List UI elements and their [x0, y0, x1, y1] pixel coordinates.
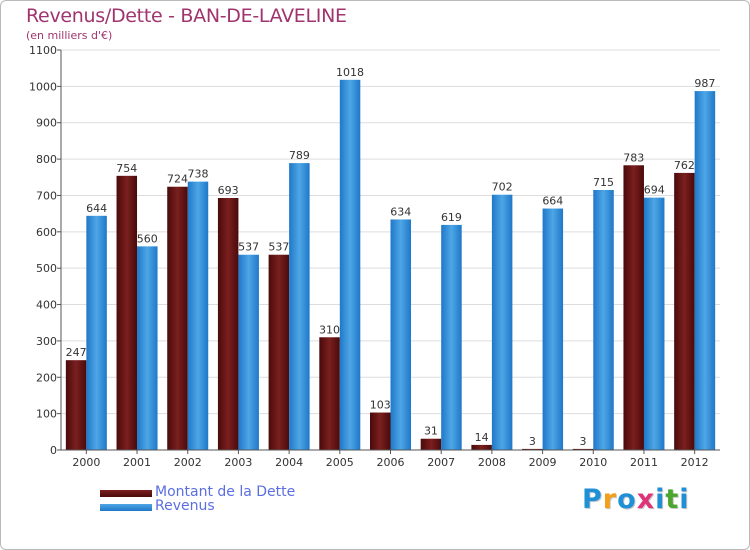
x-tick-label: 2008 — [478, 456, 506, 469]
bar-debt — [268, 254, 290, 450]
y-tick-label: 0 — [50, 444, 57, 457]
logo-letter: o — [617, 484, 637, 515]
bar-revenue — [238, 254, 259, 450]
bar-debt — [623, 165, 644, 451]
data-label-debt: 724 — [167, 173, 188, 186]
data-label-debt: 103 — [370, 399, 391, 412]
data-label-revenue: 1018 — [336, 66, 364, 79]
y-tick-label: 300 — [36, 335, 57, 348]
data-label-revenue: 644 — [86, 202, 107, 215]
data-label-debt: 693 — [218, 184, 239, 197]
y-tick-label: 100 — [36, 408, 57, 421]
logo-letter: r — [602, 484, 618, 515]
x-tick-label: 2011 — [630, 456, 658, 469]
x-tick-label: 2005 — [326, 456, 354, 469]
data-label-debt: 3 — [529, 435, 536, 448]
y-tick-label: 900 — [36, 117, 57, 130]
x-tick-label: 2007 — [427, 456, 455, 469]
bar-debt — [116, 175, 138, 450]
bar-revenue — [86, 215, 107, 450]
data-label-debt: 31 — [424, 425, 438, 438]
x-tick-label: 2010 — [579, 456, 607, 469]
bar-revenue — [542, 208, 564, 450]
data-label-revenue: 619 — [441, 211, 462, 224]
y-tick-label: 500 — [36, 262, 57, 275]
data-label-debt: 537 — [268, 241, 289, 254]
bar-revenue — [694, 91, 716, 450]
data-label-debt: 247 — [66, 346, 87, 359]
data-label-revenue: 987 — [694, 77, 715, 90]
logo-letter: P — [582, 484, 603, 515]
data-label-revenue: 634 — [390, 205, 411, 218]
bar-revenue — [289, 163, 310, 450]
logo-letter: i — [655, 484, 666, 515]
x-tick-label: 2002 — [174, 456, 202, 469]
y-tick-label: 1100 — [29, 44, 57, 57]
data-label-revenue: 664 — [542, 195, 563, 208]
chart-subtitle: (en milliers d'€) — [26, 29, 113, 42]
bar-debt — [217, 198, 239, 450]
data-label-revenue: 702 — [492, 181, 513, 194]
x-tick-label: 2003 — [224, 456, 252, 469]
legend-swatch-debt — [100, 490, 152, 497]
bar-debt — [522, 448, 543, 450]
logo-letter: i — [679, 484, 690, 515]
proxiti-logo: Proxiti — [582, 484, 690, 515]
bar-debt — [471, 444, 492, 450]
data-label-debt: 754 — [116, 162, 137, 175]
data-label-debt: 3 — [580, 435, 587, 448]
bar-revenue — [390, 219, 411, 450]
bar-debt — [370, 412, 391, 450]
bar-revenue — [593, 190, 614, 450]
x-tick-label: 2012 — [681, 456, 709, 469]
bar-debt — [572, 448, 594, 450]
data-label-revenue: 738 — [187, 168, 208, 181]
bar-revenue — [137, 246, 158, 450]
y-tick-label: 200 — [36, 371, 57, 384]
x-tick-label: 2006 — [377, 456, 405, 469]
bar-debt — [674, 172, 695, 450]
legend-swatch-revenue — [100, 504, 152, 511]
bar-debt — [167, 186, 188, 450]
data-label-revenue: 537 — [238, 241, 259, 254]
y-tick-label: 400 — [36, 299, 57, 312]
y-tick-label: 1000 — [29, 80, 57, 93]
bar-debt — [65, 360, 87, 450]
y-tick-label: 600 — [36, 226, 57, 239]
bar-revenue — [187, 181, 209, 451]
data-label-debt: 762 — [674, 159, 695, 172]
logo-letter: t — [665, 484, 680, 515]
bar-revenue — [643, 197, 665, 450]
legend-label-debt: Montant de la Dette — [155, 484, 296, 500]
data-label-debt: 14 — [475, 431, 489, 444]
bar-revenue — [491, 194, 513, 450]
y-tick-label: 800 — [36, 153, 57, 166]
y-tick-label: 700 — [36, 189, 57, 202]
legend-label-revenue: Revenus — [155, 498, 215, 514]
x-tick-label: 2000 — [72, 456, 100, 469]
bar-debt — [319, 337, 340, 450]
data-label-revenue: 715 — [593, 176, 614, 189]
bar-revenue — [441, 224, 462, 450]
data-label-revenue: 694 — [644, 184, 665, 197]
x-tick-label: 2001 — [123, 456, 151, 469]
x-tick-label: 2004 — [275, 456, 303, 469]
chart-title: Revenus/Dette - BAN-DE-LAVELINE — [26, 5, 347, 27]
data-label-revenue: 789 — [289, 149, 310, 162]
logo-letter: x — [636, 484, 656, 515]
data-label-debt: 310 — [319, 323, 340, 336]
x-tick-label: 2009 — [529, 456, 557, 469]
bar-debt — [420, 438, 442, 450]
bar-revenue — [339, 79, 361, 451]
data-label-revenue: 560 — [137, 232, 158, 245]
data-label-debt: 783 — [623, 151, 644, 164]
